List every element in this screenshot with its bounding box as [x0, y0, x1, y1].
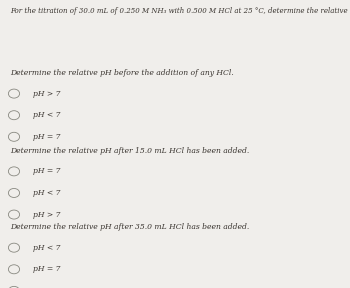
- Text: pH = 7: pH = 7: [33, 133, 61, 141]
- Text: pH = 7: pH = 7: [33, 167, 61, 175]
- Text: pH < 7: pH < 7: [33, 111, 61, 119]
- Text: pH < 7: pH < 7: [33, 189, 61, 197]
- Text: Determine the relative pH after 15.0 mL HCl has been added.: Determine the relative pH after 15.0 mL …: [10, 147, 249, 155]
- Text: Determine the relative pH after 35.0 mL HCl has been added.: Determine the relative pH after 35.0 mL …: [10, 223, 249, 231]
- Text: pH > 7: pH > 7: [33, 287, 61, 288]
- Text: For the titration of 30.0 mL of 0.250 M NH₃ with 0.500 M HCl at 25 °C, determine: For the titration of 30.0 mL of 0.250 M …: [10, 7, 350, 15]
- Text: pH > 7: pH > 7: [33, 211, 61, 219]
- Text: Determine the relative pH before the addition of any HCl.: Determine the relative pH before the add…: [10, 69, 233, 77]
- Text: pH < 7: pH < 7: [33, 244, 61, 252]
- Text: pH = 7: pH = 7: [33, 265, 61, 273]
- Text: pH > 7: pH > 7: [33, 90, 61, 98]
